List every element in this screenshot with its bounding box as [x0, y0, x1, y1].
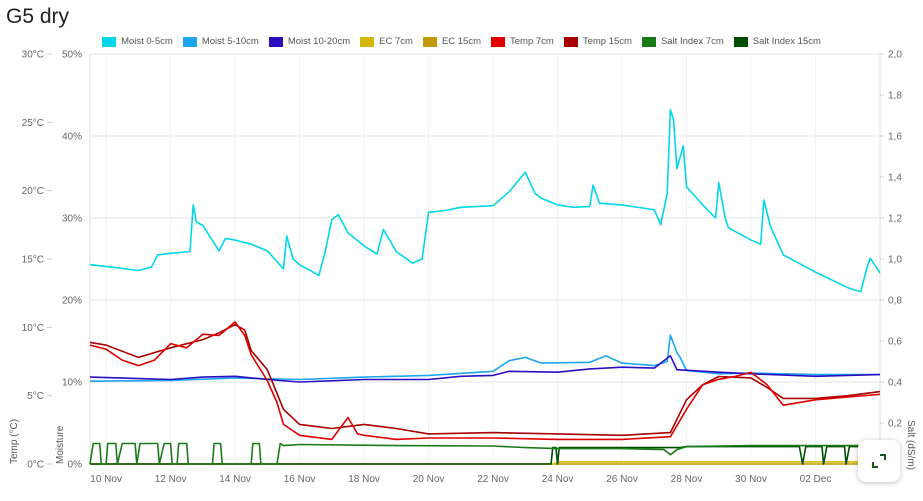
temp-axis-title: Temp (°C) [9, 419, 20, 464]
legend-label: Salt Index 15cm [752, 36, 821, 47]
x-tick-label: 22 Nov [477, 474, 509, 485]
legend-item-temp-15cm[interactable]: Temp 15cm [563, 36, 632, 47]
legend-swatch [422, 36, 437, 47]
temp-tick-label: 20°C [22, 186, 44, 197]
x-tick-label: 10 Nov [90, 474, 122, 485]
series-line-temp-7cm [89, 321, 881, 441]
moisture-tick-label: 0% [68, 460, 83, 471]
x-tick-label: 18 Nov [348, 474, 380, 485]
legend-item-moist-5-10cm[interactable]: Moist 5-10cm [182, 36, 259, 47]
salt-tick-label: 0,2 [888, 419, 902, 430]
legend-item-ec-15cm[interactable]: EC 15cm [422, 36, 482, 47]
salt-axis-title: Salt (dS/m) [905, 420, 916, 470]
temp-tick-label: 0°C [27, 460, 44, 471]
salt-tick-label: 0,8 [888, 296, 902, 307]
expand-button[interactable] [858, 440, 900, 482]
temp-tick-label: 5°C [27, 391, 44, 402]
legend-swatch [360, 36, 375, 47]
x-tick-label: 02 Dec [800, 474, 832, 485]
legend-label: Temp 7cm [510, 36, 554, 47]
x-tick-label: 30 Nov [735, 474, 767, 485]
temp-tick-label: 15°C [22, 255, 44, 266]
x-tick-label: 28 Nov [671, 474, 703, 485]
temp-tick-label: 10°C [22, 323, 44, 334]
series-line-moist-10-20cm [89, 355, 881, 383]
moisture-tick-label: 20% [62, 296, 82, 307]
legend-label: Moist 5-10cm [201, 36, 259, 47]
legend-item-salt-index-7cm[interactable]: Salt Index 7cm [641, 36, 724, 47]
temp-tick-label: 30°C [22, 50, 44, 61]
legend-label: Moist 10-20cm [287, 36, 351, 47]
moisture-tick-label: 40% [62, 132, 82, 143]
legend-swatch [182, 36, 197, 47]
salt-tick-label: 1,0 [888, 255, 902, 266]
legend-item-salt-index-15cm[interactable]: Salt Index 15cm [733, 36, 821, 47]
x-tick-label: 20 Nov [413, 474, 445, 485]
x-tick-label: 14 Nov [219, 474, 251, 485]
legend-label: Moist 0-5cm [121, 36, 173, 47]
salt-tick-label: 1,8 [888, 91, 902, 102]
salt-tick-label: 2,0 [888, 50, 902, 61]
chart-title: G5 dry [6, 5, 70, 28]
legend-label: Temp 15cm [582, 36, 632, 47]
legend-item-moist-10-20cm[interactable]: Moist 10-20cm [268, 36, 351, 47]
legend-item-moist-0-5cm[interactable]: Moist 0-5cm [102, 36, 173, 47]
salt-tick-label: 0,6 [888, 337, 902, 348]
x-tick-label: 26 Nov [606, 474, 638, 485]
series-line-moist-0-5cm [89, 109, 881, 293]
legend-swatch [563, 36, 578, 47]
legend-item-ec-7cm[interactable]: EC 7cm [360, 36, 413, 47]
salt-tick-label: 1,4 [888, 173, 902, 184]
moisture-tick-label: 30% [62, 214, 82, 225]
legend-label: Salt Index 7cm [660, 36, 724, 47]
temp-tick-label: 25°C [22, 118, 44, 129]
x-tick-label: 24 Nov [542, 474, 574, 485]
x-tick-label: 16 Nov [284, 474, 316, 485]
moist-axis-title: Moisture [55, 425, 66, 464]
salt-tick-label: 1,2 [888, 214, 902, 225]
legend-item-temp-7cm[interactable]: Temp 7cm [491, 36, 554, 47]
legend-swatch [491, 36, 506, 47]
moisture-tick-label: 10% [62, 378, 82, 389]
x-tick-label: 12 Nov [155, 474, 187, 485]
salt-tick-label: 1,6 [888, 132, 902, 143]
legend-swatch [641, 36, 656, 47]
legend-label: EC 15cm [441, 36, 482, 47]
legend-swatch [102, 36, 117, 47]
legend-swatch [268, 36, 283, 47]
series-line-salt-index-7cm [89, 442, 880, 465]
expand-icon [872, 454, 886, 468]
legend-label: EC 7cm [379, 36, 413, 47]
chart-legend: Moist 0-5cm Moist 5-10cm Moist 10-20cm EC 7… [0, 36, 923, 47]
moisture-tick-label: 50% [62, 50, 82, 61]
salt-tick-label: 0,4 [888, 378, 902, 389]
legend-swatch [733, 36, 748, 47]
